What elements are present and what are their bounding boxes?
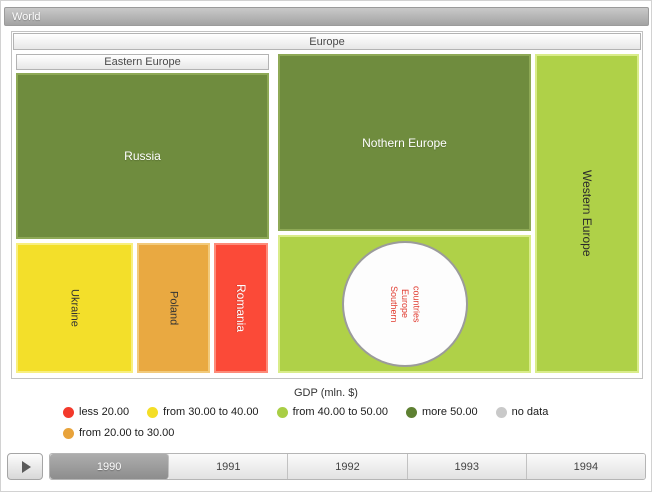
legend-swatch-yellowgreen — [276, 406, 288, 418]
legend-label: from 30.00 to 40.00 — [163, 406, 259, 418]
legend-item-more-50[interactable]: more 50.00 — [405, 406, 478, 418]
legend-item-20-30[interactable]: from 20.00 to 30.00 — [63, 427, 174, 439]
legend-label: no data — [511, 406, 549, 418]
node-label-northern-europe: Nothern Europe — [362, 135, 447, 150]
node-label-romania: Romania — [234, 283, 248, 333]
treemap-node-poland[interactable]: Poland — [137, 243, 210, 373]
drillup-bar-world[interactable]: World — [4, 7, 649, 26]
node-label-ukraine: Ukraine — [68, 289, 81, 327]
year-label: 1992 — [335, 460, 360, 473]
node-label-russia: Russia — [124, 149, 161, 163]
node-label-southern-europe: Southern Europe countries — [388, 285, 422, 323]
legend-swatch-gray — [495, 406, 507, 418]
treemap-node-ukraine[interactable]: Ukraine — [16, 243, 133, 373]
year-label: 1994 — [573, 460, 599, 473]
node-label-western-europe: Western Europe — [580, 170, 594, 257]
legend-item-40-50[interactable]: from 40.00 to 50.00 — [276, 406, 388, 418]
legend-row-1: less 20.00 from 30.00 to 40.00 from 40.0… — [63, 406, 548, 418]
year-label: 1991 — [216, 460, 241, 473]
legend-item-no-data[interactable]: no data — [495, 406, 549, 418]
play-icon — [22, 460, 31, 473]
group-header-eastern-label: Eastern Europe — [104, 56, 181, 68]
timeline-year-1994[interactable]: 1994 — [526, 454, 645, 479]
treemap-node-southern-europe[interactable]: Southern Europe countries — [278, 235, 531, 373]
group-header-europe-label: Europe — [309, 35, 345, 48]
legend-swatch-orange — [63, 427, 74, 439]
legend-item-less-20[interactable]: less 20.00 — [63, 406, 129, 418]
treemap-node-western-europe[interactable]: Western Europe — [535, 54, 639, 373]
legend-label: less 20.00 — [79, 406, 130, 418]
treemap-node-northern-europe[interactable]: Nothern Europe — [278, 54, 531, 231]
node-label-poland: Poland — [167, 290, 180, 326]
timeline-years: 1990 1991 1992 1993 1994 — [49, 453, 646, 480]
group-header-eastern-europe[interactable]: Eastern Europe — [16, 54, 269, 70]
legend-item-30-40[interactable]: from 30.00 to 40.00 — [147, 406, 259, 418]
treemap-node-romania[interactable]: Romania — [214, 243, 268, 373]
timeline-play-button[interactable] — [7, 453, 43, 480]
legend-label: from 20.00 to 30.00 — [79, 427, 175, 439]
legend-label: more 50.00 — [421, 406, 478, 418]
timeline-year-1993[interactable]: 1993 — [407, 454, 527, 479]
drillup-label: World — [12, 10, 41, 23]
year-label: 1990 — [96, 460, 122, 473]
legend-swatch-darkgreen — [405, 406, 417, 418]
legend-title: GDP (mln. $) — [294, 387, 358, 399]
year-label: 1993 — [454, 460, 479, 473]
treemap-node-russia[interactable]: Russia — [16, 73, 269, 239]
legend-swatch-yellow — [147, 406, 159, 418]
timeline-year-1992[interactable]: 1992 — [288, 454, 408, 479]
timeline-year-1991[interactable]: 1991 — [169, 454, 289, 479]
legend-row-2: from 20.00 to 30.00 — [63, 427, 174, 439]
legend-label: from 40.00 to 50.00 — [292, 406, 388, 418]
legend-swatch-red — [63, 406, 74, 418]
group-header-europe[interactable]: Europe — [13, 33, 641, 50]
timeline-year-1990[interactable]: 1990 — [50, 454, 170, 479]
southern-europe-circle: Southern Europe countries — [341, 241, 468, 367]
